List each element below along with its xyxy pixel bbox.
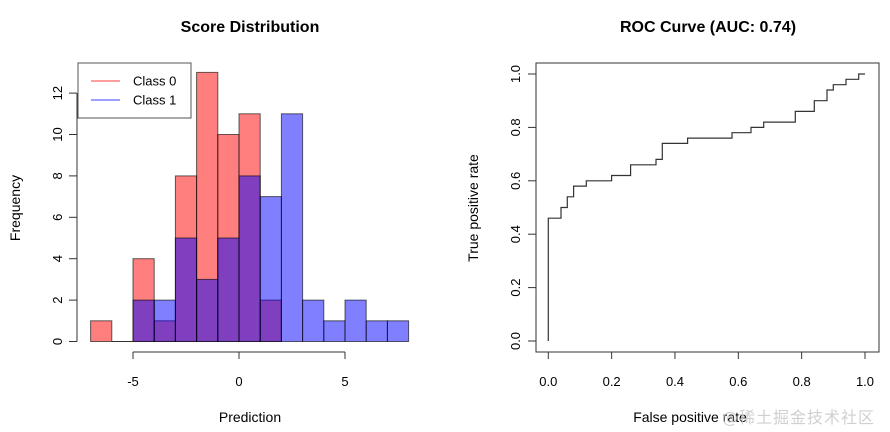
histogram-x-tick-label: 5 — [341, 374, 348, 389]
histogram-y-label: Frequency — [7, 175, 23, 241]
histogram-y-tick-label: 8 — [50, 172, 65, 179]
histogram-axes: 0 2 4 6 8 10 12 -5 0 5 — [50, 86, 349, 389]
histogram-x-label: Prediction — [219, 409, 281, 425]
histogram-y-tick-label: 12 — [50, 86, 65, 100]
roc-x-tick-label: 0.6 — [729, 374, 747, 389]
roc-y-tick-label: 0.6 — [508, 172, 523, 190]
histogram-y-tick-label: 6 — [50, 214, 65, 221]
bar-class-1-bin-3 — [153, 299, 176, 343]
roc-x-tick-label: 0.0 — [539, 374, 557, 389]
roc-x-tick-label: 0.2 — [603, 374, 621, 389]
bar-class-1-bin-13 — [365, 320, 388, 342]
bar-class-1-bin-5 — [196, 278, 219, 342]
bar-class-1-bin-6 — [217, 237, 240, 342]
roc-y-tick-label: 0.2 — [508, 279, 523, 297]
histogram-x-tick-label: 0 — [235, 374, 242, 389]
bar-class-1-bin-9 — [280, 113, 304, 342]
histogram-legend: Class 0 Class 1 — [77, 62, 192, 119]
histogram-bars — [90, 71, 410, 343]
histogram-y-tick-label: 10 — [50, 127, 65, 141]
histogram-title: Score Distribution — [181, 19, 320, 36]
roc-x-tick-label: 0.8 — [793, 374, 811, 389]
legend-label-class-1: Class 1 — [133, 93, 176, 108]
bar-class-1-bin-11 — [323, 320, 346, 342]
roc-panel: ROC Curve (AUC: 0.74) 0.0 0.2 0.4 0.6 0.8 1.0… — [465, 19, 880, 425]
roc-title: ROC Curve (AUC: 0.74) — [620, 19, 796, 36]
histogram-y-tick-label: 0 — [50, 338, 65, 345]
bar-class-1-bin-12 — [344, 299, 367, 343]
roc-axes: 0.0 0.2 0.4 0.6 0.8 1.0 0.0 0.2 0.4 0.6 0.8 1.0 — [508, 65, 874, 389]
roc-y-tick-label: 0.8 — [508, 118, 523, 136]
bar-class-1-bin-8 — [259, 196, 282, 342]
roc-y-tick-label: 1.0 — [508, 65, 523, 83]
roc-y-label: True positive rate — [465, 154, 481, 262]
bar-class-1-bin-10 — [302, 299, 325, 343]
legend-label-class-0: Class 0 — [133, 74, 176, 89]
roc-y-tick-label: 0.4 — [508, 225, 523, 243]
roc-x-tick-label: 1.0 — [856, 374, 874, 389]
roc-y-tick-label: 0.0 — [508, 332, 523, 350]
roc-plot-frame — [535, 62, 880, 353]
watermark: @稀土掘金技术社区 — [722, 408, 876, 427]
bar-class-1-bin-7 — [238, 175, 261, 342]
roc-curve-line — [547, 73, 865, 341]
bar-class-1-bin-2 — [132, 299, 155, 343]
histogram-y-tick-label: 4 — [50, 255, 65, 262]
bar-class-1-bin-4 — [174, 237, 198, 342]
histogram-y-tick-label: 2 — [50, 296, 65, 303]
legend-box — [77, 62, 192, 119]
bar-class-0-bin-0 — [90, 320, 113, 342]
bar-class-1-bin-14 — [386, 320, 410, 342]
roc-x-tick-label: 0.4 — [666, 374, 684, 389]
histogram-x-tick-label: -5 — [127, 374, 139, 389]
roc-x-label: False positive rate — [633, 409, 747, 425]
histogram-panel: Score Distribution 0 2 4 6 8 10 12 -5 0 5 Predict… — [7, 19, 410, 425]
